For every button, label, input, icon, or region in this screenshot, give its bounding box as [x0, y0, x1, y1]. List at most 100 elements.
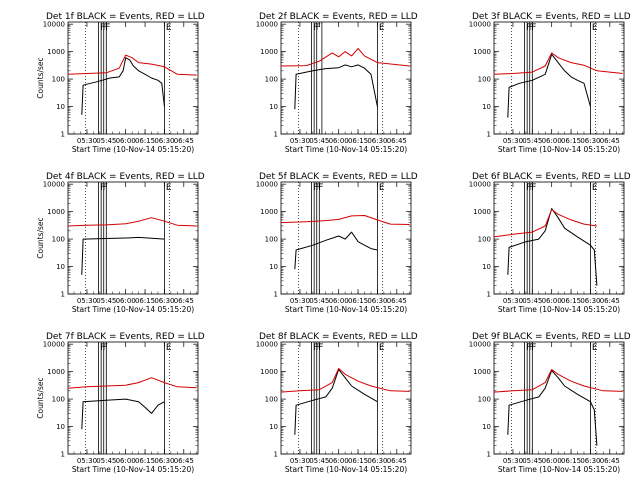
- y-tick-label: 100: [265, 236, 278, 244]
- y-axis-label: Counts/sec: [36, 217, 45, 258]
- x-tick-label: 06:00: [116, 297, 136, 305]
- events-series-line: [294, 231, 378, 270]
- x-tick-label: 06:30: [580, 457, 600, 465]
- plot-frame: [280, 21, 412, 135]
- flag-label: F: [100, 23, 105, 33]
- flag-label: E: [592, 23, 598, 33]
- x-axis-label: Start Time (10-Nov-14 05:15:20): [72, 145, 194, 154]
- y-tick-label: 100: [265, 76, 278, 84]
- x-axis-label: Start Time (10-Nov-14 05:15:20): [72, 305, 194, 314]
- chart-panel-2: Det 2f BLACK = Events, RED = LLD 1 10 100 10…: [256, 12, 418, 154]
- x-axis-label: Start Time (10-Nov-14 05:15:20): [285, 145, 407, 154]
- flag-label: E: [166, 23, 172, 33]
- x-tick-label: 06:30: [580, 137, 600, 145]
- y-tick-label: 1: [274, 131, 278, 139]
- flag-label: E: [592, 343, 598, 353]
- y-tick-label: 10: [482, 103, 491, 111]
- y-tick-label: 10000: [469, 181, 491, 189]
- x-tick-label: 06:45: [174, 137, 194, 145]
- y-tick-label: 100: [52, 76, 65, 84]
- x-tick-label: 05:45: [96, 297, 116, 305]
- x-axis-label: Start Time (10-Nov-14 05:15:20): [498, 145, 620, 154]
- x-tick-label: 06:45: [387, 137, 407, 145]
- flag-label: F: [531, 23, 536, 33]
- x-tick-label: 05:30: [503, 457, 523, 465]
- x-tick-label: 06:00: [116, 457, 136, 465]
- flag-label: F: [316, 183, 321, 193]
- x-tick-label: 05:45: [309, 137, 329, 145]
- y-tick-label: 1000: [473, 368, 491, 376]
- x-tick-label: 06:30: [154, 137, 174, 145]
- y-tick-label: 10: [56, 263, 65, 271]
- flag-label: E: [379, 343, 385, 353]
- y-tick-label: 10: [482, 263, 491, 271]
- x-tick-label: 06:30: [154, 457, 174, 465]
- flag-label: F: [316, 23, 321, 33]
- x-tick-label: 06:30: [367, 457, 387, 465]
- events-series-line: [294, 369, 378, 435]
- flag-label: F: [529, 183, 534, 193]
- x-tick-label: 06:15: [561, 457, 581, 465]
- lld-series-line: [280, 48, 410, 67]
- x-tick-label: 06:45: [600, 137, 620, 145]
- y-tick-label: 10: [269, 103, 278, 111]
- x-axis-label: Start Time (10-Nov-14 05:15:20): [498, 305, 620, 314]
- plot-frame: [67, 181, 199, 295]
- flag-label: F: [103, 183, 108, 193]
- flag-label: F: [103, 23, 108, 33]
- x-tick-label: 06:15: [135, 137, 155, 145]
- y-tick-label: 1: [61, 131, 65, 139]
- y-tick-label: 100: [265, 396, 278, 404]
- lld-series-line: [67, 54, 197, 76]
- y-tick-label: 100: [478, 76, 491, 84]
- plot-frame: [493, 21, 625, 135]
- chart-panel-4: Det 4f BLACK = Events, RED = LLD 1 10 100 10…: [36, 172, 205, 314]
- y-tick-label: 10000: [469, 341, 491, 349]
- plot-frame: [67, 21, 199, 135]
- x-tick-label: 05:30: [77, 457, 97, 465]
- flag-label: E: [592, 183, 598, 193]
- flag-label: F: [526, 183, 531, 193]
- chart-title: Det 2f BLACK = Events, RED = LLD: [259, 12, 418, 22]
- events-series-line: [81, 236, 165, 275]
- x-tick-label: 06:45: [387, 457, 407, 465]
- x-tick-label: 06:00: [329, 297, 349, 305]
- flag-label: F: [105, 23, 110, 33]
- x-tick-label: 05:45: [309, 457, 329, 465]
- lld-series-line: [493, 369, 623, 393]
- flag-label: F: [531, 183, 536, 193]
- y-tick-label: 1000: [47, 48, 65, 56]
- x-tick-label: 05:30: [503, 297, 523, 305]
- plot-frame: [67, 341, 199, 455]
- chart-panel-1: Det 1f BLACK = Events, RED = LLD 1 10 100 10…: [36, 12, 205, 154]
- chart-panel-7: Det 7f BLACK = Events, RED = LLD 1 10 100 10…: [36, 332, 205, 474]
- y-tick-label: 1000: [260, 208, 278, 216]
- events-series-line: [81, 398, 165, 430]
- chart-panel-8: Det 8f BLACK = Events, RED = LLD 1 10 100 10…: [256, 332, 418, 474]
- chart-title: Det 7f BLACK = Events, RED = LLD: [46, 332, 205, 342]
- flag-label: F: [100, 183, 105, 193]
- y-tick-label: 1000: [260, 48, 278, 56]
- flag-label: F: [531, 343, 536, 353]
- x-axis-label: Start Time (10-Nov-14 05:15:20): [498, 465, 620, 474]
- lld-series-line: [280, 368, 410, 393]
- x-axis-label: Start Time (10-Nov-14 05:15:20): [285, 305, 407, 314]
- x-tick-label: 05:45: [96, 137, 116, 145]
- flag-label: F: [100, 343, 105, 353]
- flag-label: E: [166, 343, 172, 353]
- lld-series-line: [67, 217, 197, 227]
- flag-label: F: [313, 23, 318, 33]
- x-tick-label: 05:45: [522, 297, 542, 305]
- x-tick-label: 05:45: [96, 457, 116, 465]
- y-axis-label: Counts/sec: [36, 377, 45, 418]
- x-tick-label: 06:00: [329, 137, 349, 145]
- events-series-line: [81, 57, 165, 115]
- x-tick-label: 05:45: [522, 137, 542, 145]
- x-tick-label: 05:30: [290, 457, 310, 465]
- plot-frame: [280, 181, 412, 295]
- flag-label: F: [313, 183, 318, 193]
- y-tick-label: 10000: [43, 181, 65, 189]
- x-tick-label: 06:15: [135, 297, 155, 305]
- x-tick-label: 06:45: [600, 297, 620, 305]
- chart-title: Det 5f BLACK = Events, RED = LLD: [259, 172, 418, 182]
